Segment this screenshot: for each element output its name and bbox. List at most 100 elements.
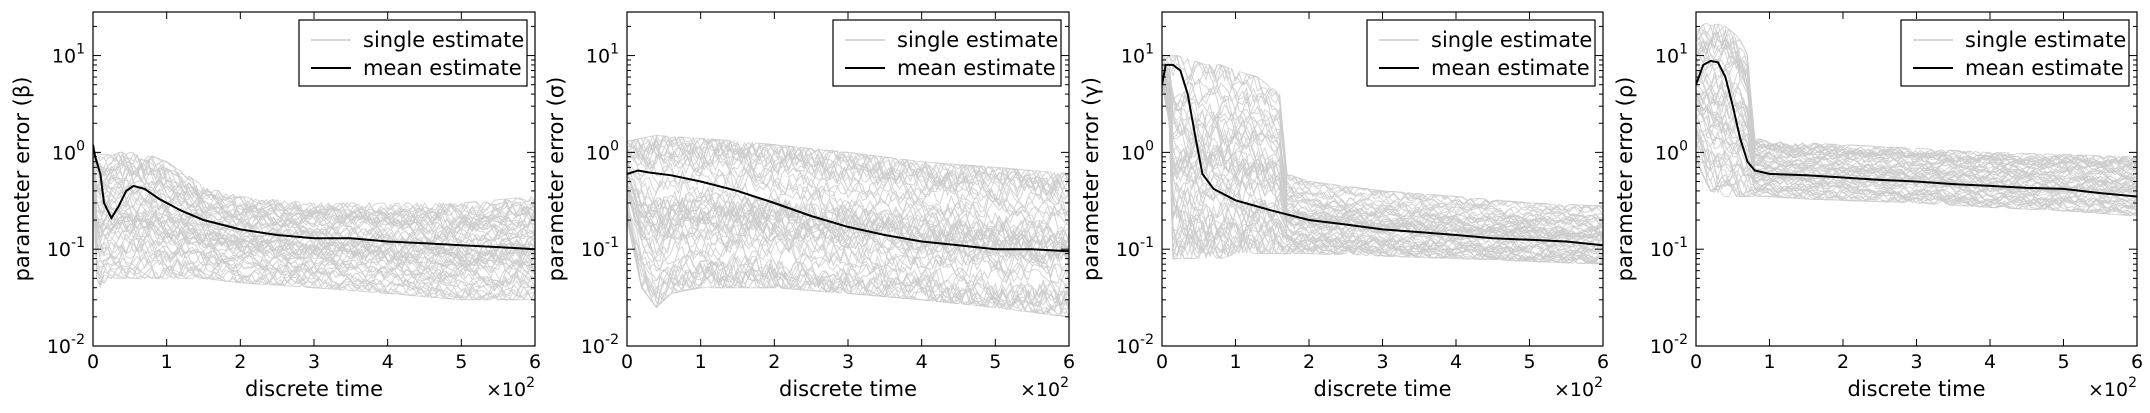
x-axis-label: discrete time bbox=[245, 377, 383, 401]
mean-estimate-line bbox=[93, 144, 535, 251]
x-tick-label: 4 bbox=[1450, 351, 1462, 373]
y-tick-exponent: 0 bbox=[1145, 138, 1154, 154]
x-tick-label: 3 bbox=[842, 351, 854, 373]
single-estimate-line bbox=[1162, 70, 1603, 239]
single-estimate-line bbox=[627, 198, 1069, 297]
y-tick-label: 101 bbox=[1655, 42, 1688, 68]
legend: single estimate mean estimate bbox=[1366, 19, 1596, 87]
y-tick-label: 10-1 bbox=[1650, 235, 1688, 261]
legend: single estimate mean estimate bbox=[832, 19, 1062, 87]
legend-box bbox=[832, 19, 1062, 87]
single-estimate-line bbox=[1696, 55, 2137, 180]
y-tick-label: 10-1 bbox=[581, 235, 619, 261]
y-axis-label: parameter error (β) bbox=[10, 77, 34, 282]
single-estimate-line bbox=[1696, 64, 2137, 183]
y-tick-label: 10-2 bbox=[1650, 332, 1688, 358]
y-tick-exponent: -1 bbox=[1674, 235, 1688, 251]
x-scale-multiplier-base: ×10 bbox=[486, 379, 526, 401]
x-axis-label: discrete time bbox=[1847, 377, 1985, 401]
legend: single estimate mean estimate bbox=[1900, 19, 2130, 87]
single-estimate-line bbox=[93, 177, 535, 297]
single-estimate-line bbox=[93, 170, 535, 271]
y-tick-label: 100 bbox=[52, 138, 85, 164]
single-estimate-line bbox=[627, 133, 1069, 186]
single-estimate-line bbox=[627, 184, 1069, 264]
x-tick-label: 0 bbox=[621, 351, 633, 373]
single-estimate-line bbox=[1162, 75, 1603, 250]
x-tick-label: 1 bbox=[1763, 351, 1775, 373]
y-tick-base: 10 bbox=[581, 336, 605, 358]
single-estimate-line bbox=[627, 210, 1069, 318]
single-estimate-line bbox=[1696, 71, 2137, 185]
x-tick-label: 2 bbox=[768, 351, 780, 373]
y-tick-base: 10 bbox=[47, 239, 71, 261]
plot-area bbox=[93, 144, 535, 301]
single-estimate-line bbox=[1696, 88, 2137, 189]
y-tick-base: 10 bbox=[1650, 336, 1674, 358]
y-tick-exponent: -1 bbox=[71, 235, 85, 251]
single-estimate-line bbox=[93, 159, 535, 231]
single-estimate-line bbox=[1162, 62, 1603, 230]
x-tick-label: 2 bbox=[234, 351, 246, 373]
x-scale-multiplier-exponent: 2 bbox=[526, 375, 535, 391]
y-tick-label: 10-2 bbox=[1116, 332, 1154, 358]
single-estimate-line bbox=[627, 161, 1069, 230]
x-tick-label: 6 bbox=[2131, 351, 2143, 373]
single-estimate-line bbox=[93, 157, 535, 233]
single-estimate-line bbox=[1696, 130, 2137, 208]
plot-area bbox=[627, 133, 1069, 318]
single-estimate-line bbox=[1696, 114, 2137, 200]
x-scale-multiplier: ×102 bbox=[2088, 375, 2137, 401]
single-estimate-line bbox=[627, 192, 1069, 275]
single-estimate-line bbox=[1696, 75, 2137, 182]
y-tick-label: 10-2 bbox=[47, 332, 85, 358]
y-tick-base: 10 bbox=[1121, 142, 1145, 164]
single-estimate-line bbox=[93, 178, 535, 301]
single-estimate-line bbox=[1696, 101, 2137, 192]
x-tick-label: 2 bbox=[1303, 351, 1315, 373]
x-scale-multiplier: ×102 bbox=[1020, 375, 1069, 401]
y-tick-base: 10 bbox=[1655, 46, 1679, 68]
single-estimate-line bbox=[1696, 92, 2137, 192]
single-estimate-line bbox=[1696, 29, 2137, 173]
y-tick-label: 101 bbox=[586, 42, 619, 68]
y-tick-label: 10-2 bbox=[581, 332, 619, 358]
x-tick-label: 6 bbox=[1597, 351, 1609, 373]
single-estimate-line bbox=[1162, 58, 1603, 219]
single-estimate-line bbox=[627, 138, 1069, 203]
x-tick-label: 6 bbox=[529, 351, 541, 373]
single-estimate-line bbox=[1162, 54, 1603, 211]
single-estimate-line bbox=[1696, 56, 2137, 178]
mean-estimate-line bbox=[627, 169, 1069, 253]
y-tick-exponent: 1 bbox=[1679, 42, 1688, 58]
legend-label-mean: mean estimate bbox=[1431, 56, 1590, 80]
single-estimate-line bbox=[93, 176, 535, 301]
mean-estimate-line bbox=[1162, 63, 1603, 247]
legend-label-single: single estimate bbox=[897, 28, 1058, 52]
single-estimate-line bbox=[627, 169, 1069, 242]
y-tick-base: 10 bbox=[1121, 46, 1145, 68]
single-estimate-line bbox=[1696, 48, 2137, 174]
single-estimate-line bbox=[627, 195, 1069, 283]
x-tick-label: 5 bbox=[1523, 351, 1535, 373]
single-estimate-line bbox=[1162, 61, 1603, 221]
y-tick-base: 10 bbox=[52, 142, 76, 164]
single-estimate-line bbox=[93, 166, 535, 257]
y-tick-exponent: 0 bbox=[610, 138, 619, 154]
single-estimate-line bbox=[627, 190, 1069, 264]
single-estimate-line bbox=[1162, 84, 1603, 265]
y-tick-exponent: 1 bbox=[1145, 42, 1154, 58]
y-tick-exponent: 1 bbox=[610, 42, 619, 58]
single-estimate-line bbox=[627, 160, 1069, 220]
single-estimate-line bbox=[93, 166, 535, 260]
x-tick-label: 0 bbox=[1690, 351, 1702, 373]
legend-box bbox=[1366, 19, 1596, 87]
single-estimate-line bbox=[93, 161, 535, 243]
single-estimate-line bbox=[627, 135, 1069, 199]
y-tick-exponent: -1 bbox=[1140, 235, 1154, 251]
y-tick-base: 10 bbox=[581, 239, 605, 261]
y-tick-label: 100 bbox=[1121, 138, 1154, 164]
